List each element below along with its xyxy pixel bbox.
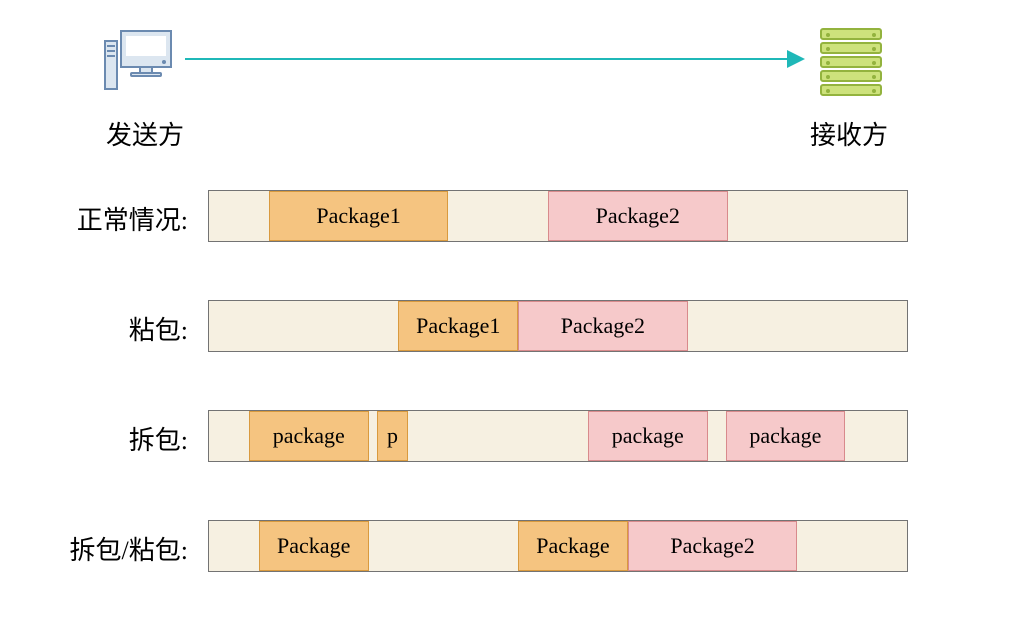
computer-icon	[120, 30, 172, 77]
package2-segment: package	[726, 411, 846, 461]
package1-segment: Package	[518, 521, 628, 571]
gap-segment	[209, 191, 269, 241]
gap-segment	[369, 521, 519, 571]
gap-segment	[688, 301, 907, 351]
diagram-wrap: 发送方 接收方 正常情况: Package1Package2 粘包: Packa…	[0, 0, 1028, 634]
arrow-line	[185, 58, 795, 60]
package2-segment: Package2	[548, 191, 727, 241]
row-split-sticky-label: 拆包/粘包:	[58, 530, 188, 567]
row-split-bar: packageppackagepackage	[208, 410, 908, 462]
row-split-sticky: 拆包/粘包: PackagePackagePackage2	[0, 520, 1028, 572]
transfer-arrow	[185, 50, 805, 70]
package1-segment: Package1	[398, 301, 518, 351]
row-normal-label: 正常情况:	[58, 200, 188, 237]
row-sticky-label: 粘包:	[58, 310, 188, 347]
package1-segment: package	[249, 411, 369, 461]
row-split: 拆包: packageppackagepackage	[0, 410, 1028, 462]
gap-segment	[369, 411, 377, 461]
row-split-sticky-bar: PackagePackagePackage2	[208, 520, 908, 572]
gap-segment	[209, 521, 259, 571]
arrow-head-icon	[787, 50, 805, 68]
gap-segment	[209, 301, 398, 351]
package2-segment: Package2	[518, 301, 688, 351]
row-normal-bar: Package1 Package2	[208, 190, 908, 242]
header: 发送方 接收方	[0, 0, 1028, 160]
package1-segment: p	[377, 411, 409, 461]
package2-segment: package	[588, 411, 708, 461]
row-split-label: 拆包:	[58, 420, 188, 457]
gap-segment	[728, 191, 907, 241]
receiver-label: 接收方	[810, 115, 888, 152]
row-sticky-bar: Package1Package2	[208, 300, 908, 352]
gap-segment	[209, 411, 249, 461]
server-icon	[820, 28, 882, 98]
package1-segment: Package1	[269, 191, 448, 241]
sender-label: 发送方	[106, 115, 184, 152]
gap-segment	[845, 411, 907, 461]
gap-segment	[448, 191, 548, 241]
package1-segment: Package	[259, 521, 369, 571]
row-sticky: 粘包: Package1Package2	[0, 300, 1028, 352]
row-normal: 正常情况: Package1 Package2	[0, 190, 1028, 242]
gap-segment	[408, 411, 587, 461]
package2-segment: Package2	[628, 521, 798, 571]
gap-segment	[708, 411, 726, 461]
gap-segment	[797, 521, 907, 571]
